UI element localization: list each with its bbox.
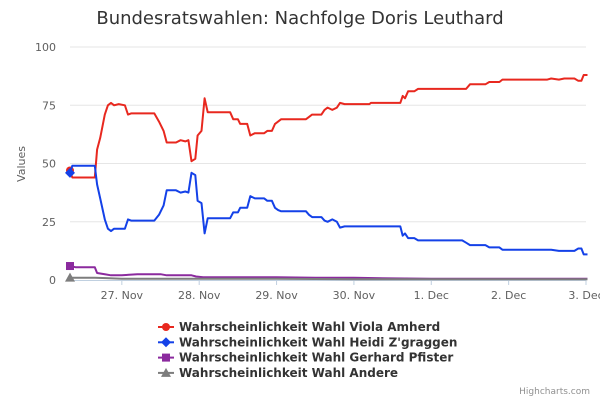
legend-marker xyxy=(161,337,171,348)
y-tick-label: 0 xyxy=(49,274,56,287)
legend-label: Wahrscheinlichkeit Wahl Andere xyxy=(179,366,398,380)
y-axis-title: Values xyxy=(15,146,28,182)
series-line-2[interactable] xyxy=(69,265,588,280)
series-point-marker xyxy=(66,262,74,271)
legend-marker xyxy=(162,323,170,331)
series-point-marker xyxy=(65,272,75,282)
chart-title: Bundesratswahlen: Nachfolge Doris Leutha… xyxy=(96,8,503,29)
gridlines xyxy=(70,46,586,223)
x-tick-label: 28. Nov xyxy=(178,289,221,302)
credit-text[interactable]: Highcharts.com xyxy=(519,387,590,397)
x-tick-label: 1. Dec xyxy=(414,289,449,302)
y-tick-label: 50 xyxy=(42,158,56,171)
y-tick-label: 100 xyxy=(35,41,56,54)
series-lines xyxy=(65,74,588,282)
legend: Wahrscheinlichkeit Wahl Viola AmherdWahr… xyxy=(158,320,457,380)
series-line-3[interactable] xyxy=(70,276,588,281)
series-line-0[interactable] xyxy=(69,74,588,179)
legend-label: Wahrscheinlichkeit Wahl Heidi Z'graggen xyxy=(179,335,457,349)
legend-item[interactable]: Wahrscheinlichkeit Wahl Heidi Z'graggen xyxy=(158,335,457,349)
y-tick-label: 75 xyxy=(42,99,56,112)
x-tick-label: 29. Nov xyxy=(255,289,298,302)
x-tick-label: 30. Nov xyxy=(333,289,376,302)
y-tick-label: 25 xyxy=(42,216,56,229)
legend-marker xyxy=(161,367,171,377)
legend-item[interactable]: Wahrscheinlichkeit Wahl Viola Amherd xyxy=(158,320,440,334)
x-tick-label: 27. Nov xyxy=(101,289,144,302)
x-tick-label: 3. Dec xyxy=(568,289,600,302)
legend-item[interactable]: Wahrscheinlichkeit Wahl Gerhard Pfister xyxy=(158,351,453,365)
legend-marker xyxy=(162,353,170,362)
series-point-marker xyxy=(65,167,75,178)
legend-item[interactable]: Wahrscheinlichkeit Wahl Andere xyxy=(158,366,398,380)
legend-label: Wahrscheinlichkeit Wahl Viola Amherd xyxy=(179,320,440,334)
series-line-1[interactable] xyxy=(69,164,588,256)
x-tick-label: 2. Dec xyxy=(491,289,526,302)
x-axis-ticks: 27. Nov 28. Nov 29. Nov 30. Nov 1. Dec 2. Dec… xyxy=(101,280,600,302)
legend-label: Wahrscheinlichkeit Wahl Gerhard Pfister xyxy=(179,351,453,365)
y-axis-ticks: 0 25 50 75 100 xyxy=(35,41,56,287)
